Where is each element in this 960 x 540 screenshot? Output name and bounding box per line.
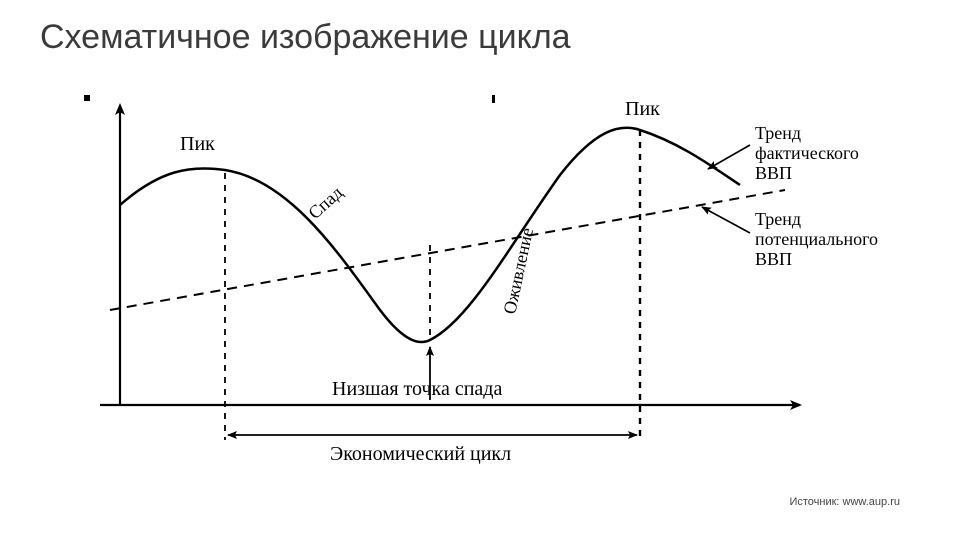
- page-title: Схематичное изображение цикла: [40, 18, 571, 57]
- trend-potential-label-1: Тренд: [755, 209, 801, 229]
- trend-potential-label-3: ВВП: [755, 249, 792, 269]
- page: Схематичное изображение цикла: [0, 0, 960, 540]
- trend-actual-label-2: фактического: [755, 143, 859, 163]
- decline-label: Спад: [304, 182, 346, 223]
- footer-source: Источник: www.aup.ru: [0, 496, 900, 508]
- cycle-diagram: Пик Пик Тренд фактического ВВП Тренд пот…: [60, 95, 900, 475]
- diagram-container: Пик Пик Тренд фактического ВВП Тренд пот…: [60, 95, 900, 475]
- trend-potential-arrow: [702, 207, 750, 233]
- peak2-label: Пик: [625, 98, 660, 120]
- trend-actual-label-3: ВВП: [755, 163, 792, 183]
- peak1-label: Пик: [180, 133, 215, 155]
- tick-mark-mid: [492, 95, 495, 103]
- recovery-label: Оживление: [499, 226, 537, 316]
- trend-potential-line: [110, 190, 785, 310]
- trend-actual-arrow: [708, 145, 750, 169]
- trough-label: Низшая точка спада: [332, 378, 502, 400]
- tick-mark-left: [84, 95, 90, 101]
- trend-potential-label-2: потенциального: [755, 229, 878, 249]
- trend-actual-label-1: Тренд: [755, 123, 801, 143]
- cycle-label: Экономический цикл: [330, 443, 511, 465]
